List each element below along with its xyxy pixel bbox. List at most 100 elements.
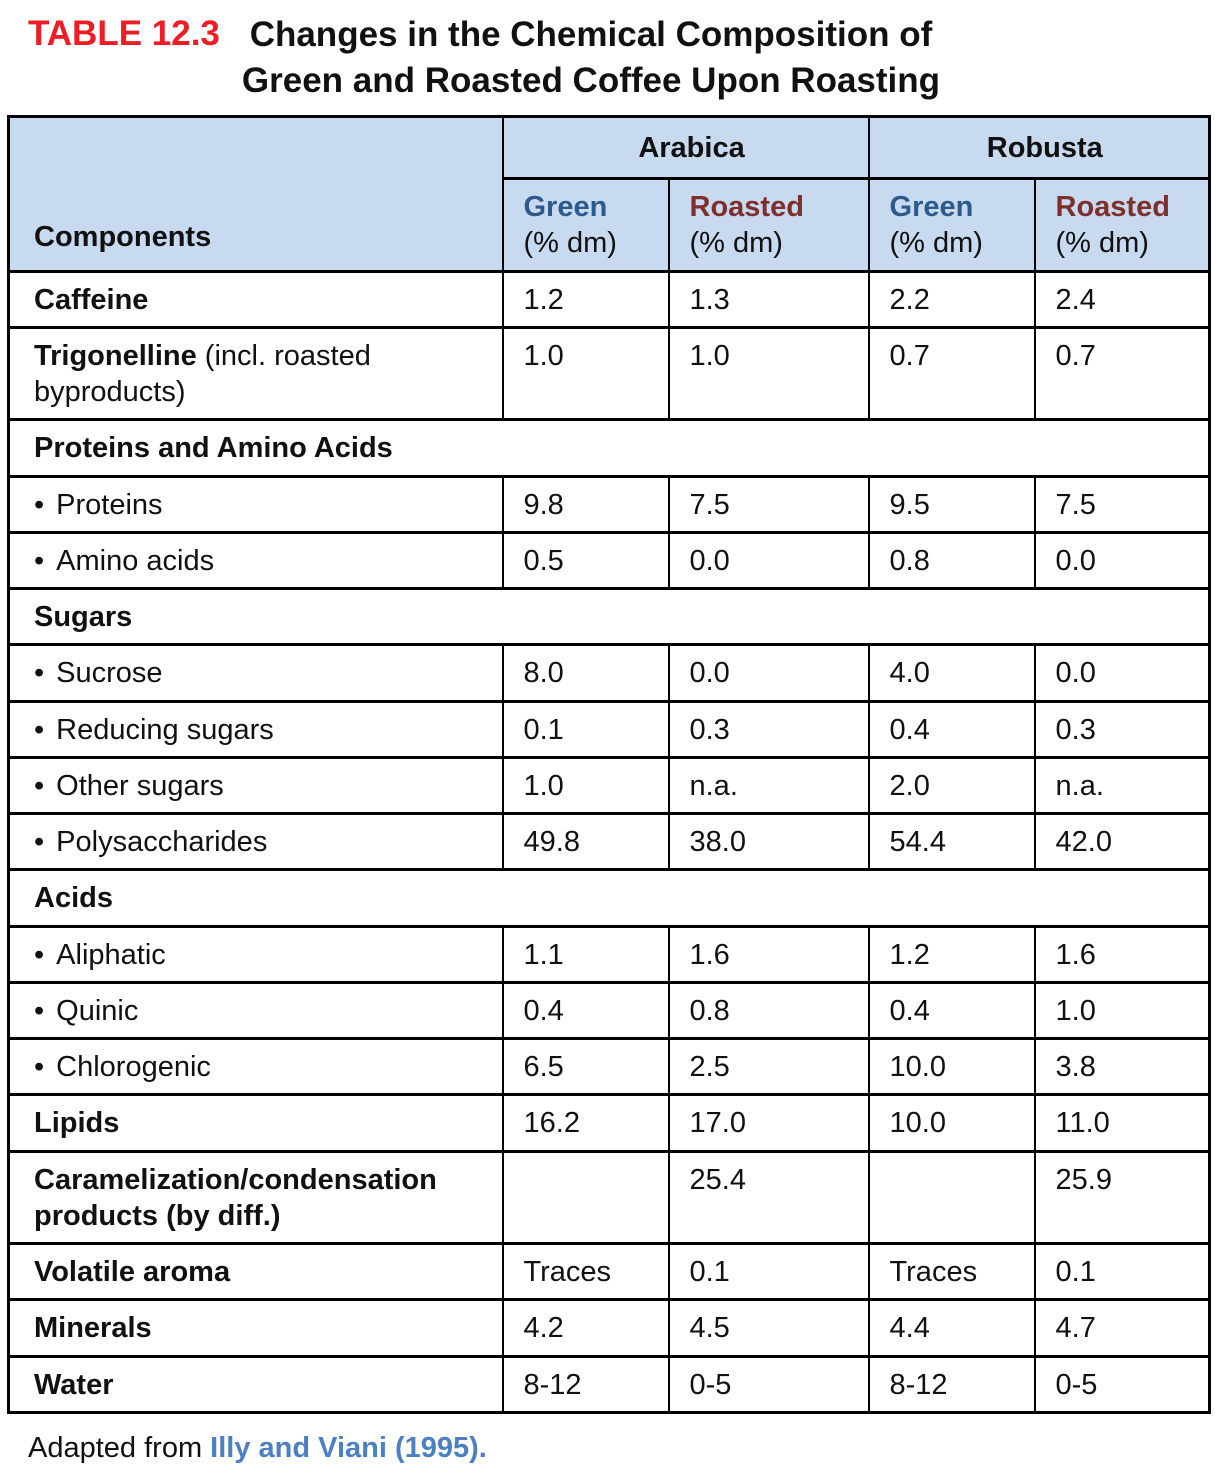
value-cell: 11.0 (1033, 1093, 1211, 1153)
value-cell: 1.0 (667, 325, 870, 422)
value-cell: 54.4 (867, 811, 1036, 872)
value-cell: 10.0 (867, 1036, 1036, 1097)
component-label: Water (7, 1354, 504, 1414)
value-cell: 2.5 (667, 1036, 870, 1097)
value-cell: 0.3 (1033, 699, 1211, 759)
table-row: Caramelization/condensation products (by… (7, 1149, 1211, 1245)
value-cell: n.a. (1033, 755, 1211, 816)
page: TABLE 12.3 Changes in the Chemical Compo… (7, 14, 1212, 1464)
table-row: • Reducing sugars 0.1 0.3 0.4 0.3 (7, 699, 1211, 759)
component-label: • Other sugars (7, 755, 504, 816)
value-cell: 7.5 (1033, 474, 1211, 534)
subheader-robusta-green: Green (% dm) (867, 177, 1036, 273)
component-label: • Aliphatic (7, 924, 504, 984)
bullet-marker: • (34, 994, 45, 1027)
subheader-unit: (% dm) (689, 227, 783, 260)
value-cell: 8.0 (501, 643, 670, 703)
value-cell: 1.0 (501, 755, 670, 816)
component-name: Caffeine (34, 283, 149, 316)
subheader-unit: (% dm) (523, 227, 617, 260)
bullet-marker: • (34, 657, 45, 690)
value-cell: 0-5 (1033, 1354, 1211, 1414)
section-label: Sugars (7, 586, 1211, 647)
value-cell: 2.0 (867, 755, 1036, 816)
value-cell: 1.0 (1033, 980, 1211, 1041)
subheader-robusta-roasted: Roasted (% dm) (1033, 177, 1211, 273)
component-label: • Polysaccharides (7, 811, 504, 872)
value-cell: n.a. (667, 755, 870, 816)
component-name: Polysaccharides (56, 826, 268, 858)
table-header: Components Arabica Robusta Green (% dm) … (7, 115, 1211, 273)
component-name: Aliphatic (56, 938, 166, 971)
bullet-marker: • (34, 544, 45, 577)
header-group-row: Components Arabica Robusta (7, 115, 1211, 273)
value-cell: 4.7 (1033, 1298, 1211, 1358)
component-name: Volatile aroma (34, 1256, 231, 1288)
value-cell: 4.2 (501, 1298, 670, 1358)
table-row: • Sucrose 8.0 0.0 4.0 0.0 (7, 643, 1211, 703)
value-cell: 9.5 (867, 474, 1036, 534)
value-cell: 0.1 (501, 699, 670, 759)
subheader-unit: (% dm) (889, 227, 983, 260)
value-cell: 0.3 (667, 699, 870, 759)
value-cell: 1.2 (867, 924, 1036, 984)
value-cell: 1.3 (667, 269, 870, 329)
value-cell: 0.4 (501, 980, 670, 1041)
value-cell: 1.6 (1033, 924, 1211, 984)
table-row: • Aliphatic 1.1 1.6 1.2 1.6 (7, 924, 1211, 984)
value-cell: 0.4 (867, 980, 1036, 1041)
value-cell: 10.0 (867, 1093, 1036, 1153)
section-row: Proteins and Amino Acids (7, 418, 1211, 478)
value-cell: 0.0 (667, 643, 870, 703)
value-cell: 25.9 (1033, 1149, 1211, 1245)
value-cell: 0.5 (501, 530, 670, 591)
value-cell (867, 1149, 1036, 1245)
value-cell: 1.0 (501, 325, 670, 422)
table-source-note: Adapted from Illy and Viani (1995). (0, 1414, 1215, 1465)
table-number-label: TABLE 12.3 (28, 14, 220, 53)
table-row: Minerals 4.2 4.5 4.4 4.7 (7, 1298, 1211, 1358)
component-name: Sucrose (56, 657, 163, 690)
subheader-name: Green (889, 191, 974, 223)
component-label: Trigonelline (incl. roasted byproducts) (7, 325, 504, 422)
composition-table: Components Arabica Robusta Green (% dm) … (7, 115, 1212, 1414)
value-cell: 1.2 (501, 269, 670, 329)
component-label: • Chlorogenic (7, 1036, 504, 1097)
component-label: Caffeine (7, 269, 504, 329)
table-row: Trigonelline (incl. roasted byproducts) 1… (7, 325, 1211, 422)
bullet-marker: • (34, 826, 45, 858)
subheader-name: Roasted (1055, 191, 1170, 223)
value-cell: 0.1 (667, 1241, 870, 1302)
component-name: Minerals (34, 1312, 152, 1345)
component-label: • Proteins (7, 474, 504, 534)
component-name: Chlorogenic (56, 1051, 211, 1083)
subheader-name: Roasted (689, 191, 804, 223)
group-header-robusta: Robusta (867, 115, 1211, 180)
value-cell: 2.2 (867, 269, 1036, 329)
group-header-arabica: Arabica (501, 115, 870, 180)
value-cell: 0.0 (1033, 530, 1211, 591)
value-cell: 0-5 (667, 1354, 870, 1414)
bullet-marker: • (34, 713, 45, 746)
table-row: Volatile aroma Traces 0.1 Traces 0.1 (7, 1241, 1211, 1302)
table-row: • Chlorogenic 6.5 2.5 10.0 3.8 (7, 1036, 1211, 1097)
value-cell: 0.1 (1033, 1241, 1211, 1302)
component-name: Lipids (34, 1107, 120, 1140)
value-cell: 4.4 (867, 1298, 1036, 1358)
component-name-suffix: (incl. roasted byproducts) (34, 339, 371, 408)
value-cell: 17.0 (667, 1093, 870, 1153)
component-label: • Sucrose (7, 643, 504, 703)
bullet-marker: • (34, 769, 45, 802)
value-cell: 0.0 (667, 530, 870, 591)
component-name: Caramelization/condensation products (by… (34, 1163, 437, 1232)
value-cell: 0.8 (667, 980, 870, 1041)
value-cell: 3.8 (1033, 1036, 1211, 1097)
value-cell: 8-12 (867, 1354, 1036, 1414)
table-row: • Polysaccharides 49.8 38.0 54.4 42.0 (7, 811, 1211, 872)
table-row: Water 8-12 0-5 8-12 0-5 (7, 1354, 1211, 1414)
value-cell: 0.7 (1033, 325, 1211, 422)
bullet-marker: • (34, 938, 45, 971)
component-name: Quinic (56, 994, 139, 1027)
bullet-marker: • (34, 1051, 45, 1083)
component-name: Amino acids (56, 544, 215, 577)
